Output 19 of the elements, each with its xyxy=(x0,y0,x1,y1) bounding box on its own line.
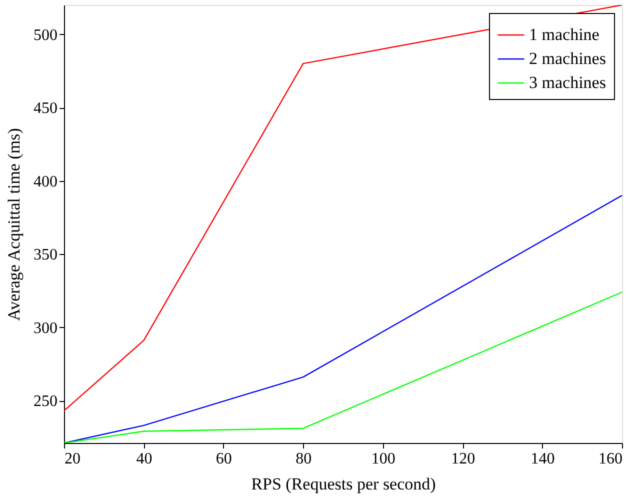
legend-label: 3 machines xyxy=(529,73,606,92)
y-tick-label: 350 xyxy=(34,246,58,264)
x-tick-label: 100 xyxy=(371,450,396,468)
y-axis-title: Average Acquittal time (ms) xyxy=(4,128,24,321)
x-axis-title: RPS (Requests per second) xyxy=(251,474,436,494)
y-tick-label: 300 xyxy=(34,320,58,337)
x-tick-label: 20 xyxy=(64,450,80,468)
x-tick-label: 40 xyxy=(136,450,152,468)
y-tick-label: 450 xyxy=(34,100,58,118)
y-tick-label: 500 xyxy=(34,26,58,44)
legend-label: 2 machines xyxy=(529,49,606,68)
x-tick-label: 140 xyxy=(530,450,555,468)
y-tick-label: 250 xyxy=(34,393,58,410)
x-tick-label: 60 xyxy=(216,450,232,468)
legend-label: 1 machine xyxy=(529,25,600,44)
x-tick-label: 160 xyxy=(598,450,622,468)
x-tick-label: 80 xyxy=(296,450,312,468)
y-tick-label: 400 xyxy=(34,173,58,190)
x-tick-label: 120 xyxy=(451,450,476,468)
